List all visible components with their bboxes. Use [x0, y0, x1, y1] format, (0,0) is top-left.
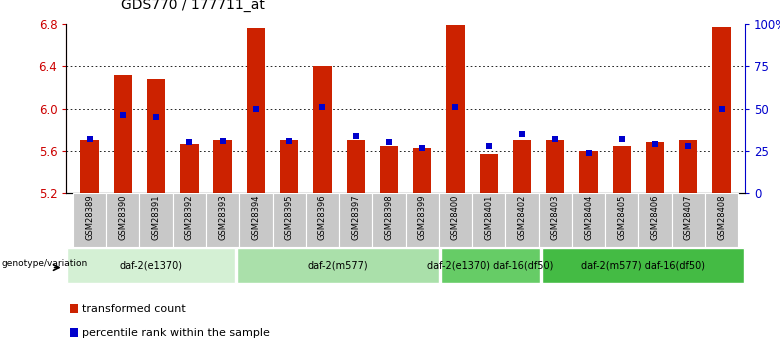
Text: GSM28400: GSM28400: [451, 195, 460, 240]
Bar: [206, 193, 239, 247]
Bar: [80, 140, 99, 193]
Bar: [73, 193, 106, 247]
Bar: [406, 193, 439, 247]
Bar: [69, 304, 78, 313]
Text: GSM28408: GSM28408: [717, 195, 726, 240]
Bar: [542, 248, 744, 283]
Text: GSM28394: GSM28394: [251, 195, 261, 240]
Text: percentile rank within the sample: percentile rank within the sample: [82, 327, 269, 337]
Text: daf-2(e1370): daf-2(e1370): [119, 261, 183, 270]
Bar: [272, 193, 306, 247]
Text: GSM28397: GSM28397: [351, 195, 360, 240]
Bar: [672, 193, 705, 247]
Bar: [605, 193, 639, 247]
Bar: [639, 193, 672, 247]
Bar: [472, 193, 505, 247]
Bar: [446, 25, 465, 193]
Bar: [612, 146, 631, 193]
Text: GSM28398: GSM28398: [385, 195, 393, 240]
Bar: [546, 140, 565, 193]
Bar: [580, 151, 597, 193]
Bar: [646, 142, 665, 193]
Bar: [679, 140, 697, 193]
Text: GSM28402: GSM28402: [517, 195, 526, 240]
Bar: [314, 66, 332, 193]
Bar: [480, 154, 498, 193]
Bar: [441, 248, 541, 283]
Bar: [572, 193, 605, 247]
Bar: [513, 140, 531, 193]
Text: GSM28389: GSM28389: [85, 195, 94, 240]
Text: GSM28403: GSM28403: [551, 195, 560, 240]
Text: GSM28396: GSM28396: [318, 195, 327, 240]
Text: daf-2(m577): daf-2(m577): [307, 261, 368, 270]
Text: GSM28404: GSM28404: [584, 195, 593, 240]
Bar: [380, 146, 398, 193]
Bar: [712, 27, 731, 193]
Text: GSM28399: GSM28399: [418, 195, 427, 240]
Text: daf-2(m577) daf-16(df50): daf-2(m577) daf-16(df50): [581, 261, 705, 270]
Bar: [539, 193, 572, 247]
Text: GSM28391: GSM28391: [151, 195, 161, 240]
Bar: [346, 140, 365, 193]
Bar: [214, 140, 232, 193]
Bar: [413, 148, 431, 193]
Text: daf-2(e1370) daf-16(df50): daf-2(e1370) daf-16(df50): [427, 261, 554, 270]
Bar: [114, 75, 132, 193]
Bar: [69, 327, 78, 337]
Bar: [237, 248, 438, 283]
Text: GSM28392: GSM28392: [185, 195, 194, 240]
Bar: [172, 193, 206, 247]
Bar: [372, 193, 406, 247]
Bar: [140, 193, 172, 247]
Bar: [280, 140, 298, 193]
Text: GSM28395: GSM28395: [285, 195, 294, 240]
Text: GSM28407: GSM28407: [684, 195, 693, 240]
Bar: [505, 193, 539, 247]
Bar: [67, 248, 235, 283]
Text: GSM28390: GSM28390: [119, 195, 127, 240]
Text: GSM28393: GSM28393: [218, 195, 227, 240]
Bar: [147, 79, 165, 193]
Text: GSM28406: GSM28406: [651, 195, 660, 240]
Bar: [306, 193, 339, 247]
Bar: [705, 193, 738, 247]
Text: transformed count: transformed count: [82, 304, 186, 314]
Text: GSM28401: GSM28401: [484, 195, 493, 240]
Text: GDS770 / 177711_at: GDS770 / 177711_at: [121, 0, 264, 12]
Bar: [339, 193, 372, 247]
Bar: [239, 193, 272, 247]
Bar: [180, 144, 199, 193]
Bar: [439, 193, 472, 247]
Bar: [106, 193, 140, 247]
Text: GSM28405: GSM28405: [617, 195, 626, 240]
Text: genotype/variation: genotype/variation: [2, 259, 87, 268]
Bar: [246, 28, 265, 193]
